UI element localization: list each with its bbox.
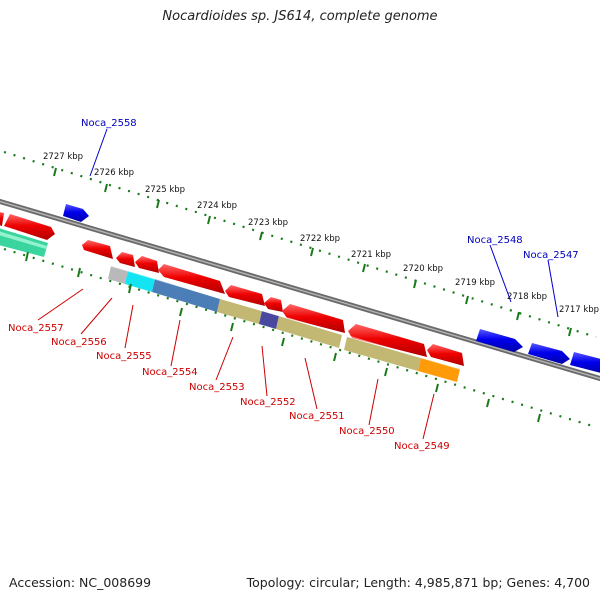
accession-text: Accession: NC_008699 bbox=[9, 575, 152, 590]
gene-noca-2556-arrow[interactable] bbox=[82, 240, 113, 259]
gene-noca-2552-arrow[interactable] bbox=[225, 285, 265, 306]
inner-ruler-ticks bbox=[25, 251, 541, 423]
leader-noca-2551 bbox=[304, 357, 318, 410]
feature-bar-edge bbox=[110, 265, 461, 370]
ruler-label-2726: 2726 kbp bbox=[94, 168, 134, 178]
label-noca-2553[interactable]: Noca_2553 bbox=[189, 382, 245, 393]
steelblue-feature-bar[interactable] bbox=[152, 279, 220, 312]
gene-noca-2551-arrow[interactable] bbox=[264, 297, 283, 312]
grey-feature-bar[interactable] bbox=[108, 266, 128, 284]
cyan-feature-bar[interactable] bbox=[125, 271, 155, 292]
green-feature-highlight bbox=[0, 231, 47, 249]
genome-summary-text: Topology: circular; Length: 4,985,871 bp… bbox=[246, 575, 590, 590]
map-title: Nocardioides sp. JS614, complete genome bbox=[162, 9, 438, 24]
label-noca-2551[interactable]: Noca_2551 bbox=[289, 411, 345, 422]
label-noca-2547[interactable]: Noca_2547 bbox=[523, 250, 579, 261]
leader-noca-2556 bbox=[80, 297, 113, 335]
gene-noca-2558-arrow[interactable] bbox=[63, 204, 89, 222]
gene-noca-2553-arrow[interactable] bbox=[158, 264, 225, 294]
ruler-label-2724: 2724 kbp bbox=[197, 201, 237, 211]
gene-noca-2555-arrow[interactable] bbox=[116, 252, 135, 267]
leader-noca-2549 bbox=[422, 393, 435, 440]
label-noca-2555[interactable]: Noca_2555 bbox=[96, 351, 152, 362]
label-noca-2548[interactable]: Noca_2548 bbox=[467, 235, 523, 246]
gene-extra-red-arrow[interactable] bbox=[427, 344, 464, 366]
leader-noca-2554 bbox=[170, 319, 181, 367]
leader-noca-2557 bbox=[37, 288, 84, 321]
outer-ruler-line bbox=[3, 150, 597, 339]
gene-noca-2548-arrow[interactable] bbox=[476, 329, 523, 352]
label-noca-2550[interactable]: Noca_2550 bbox=[339, 426, 395, 437]
label-noca-2558[interactable]: Noca_2558 bbox=[81, 118, 137, 129]
leader-noca-2550 bbox=[368, 378, 379, 426]
gene-edge-red-left-arrow[interactable] bbox=[0, 211, 4, 226]
gene-noca-2550-arrow[interactable] bbox=[282, 304, 345, 333]
leader-noca-2553 bbox=[215, 336, 234, 381]
leader-noca-2558 bbox=[89, 128, 108, 177]
label-noca-2557[interactable]: Noca_2557 bbox=[8, 323, 64, 334]
ruler-label-2722: 2722 kbp bbox=[300, 234, 340, 244]
orange-feature-bar[interactable] bbox=[418, 358, 460, 382]
label-noca-2549[interactable]: Noca_2549 bbox=[394, 441, 450, 452]
ruler-label-2719: 2719 kbp bbox=[455, 278, 495, 288]
leader-noca-2552 bbox=[261, 345, 268, 397]
gene-edge-blue-arrow[interactable] bbox=[570, 352, 600, 374]
backbone-highlight bbox=[0, 200, 600, 380]
gene-noca-2547-arrow[interactable] bbox=[528, 343, 570, 364]
navy-feature-bar[interactable] bbox=[259, 311, 279, 329]
leader-noca-2555 bbox=[124, 304, 134, 349]
khaki-feature-bar-a[interactable] bbox=[217, 299, 262, 324]
khaki-feature-bar-c[interactable] bbox=[344, 337, 421, 371]
leader-noca-2547 bbox=[547, 259, 559, 318]
ruler-label-2727: 2727 kbp bbox=[43, 152, 83, 162]
label-noca-2556[interactable]: Noca_2556 bbox=[51, 337, 107, 348]
ruler-label-2723: 2723 kbp bbox=[248, 218, 288, 228]
outer-ruler-ticks bbox=[53, 167, 572, 337]
gene-noca-2549-arrow[interactable] bbox=[348, 324, 427, 357]
ruler-label-2720: 2720 kbp bbox=[403, 264, 443, 274]
label-noca-2554[interactable]: Noca_2554 bbox=[142, 367, 198, 378]
ruler-label-2718: 2718 kbp bbox=[507, 292, 547, 302]
ruler-label-2717: 2717 kbp bbox=[559, 305, 599, 315]
leader-noca-2548 bbox=[489, 244, 512, 303]
ruler-label-2721: 2721 kbp bbox=[351, 250, 391, 260]
khaki-feature-bar-b[interactable] bbox=[276, 316, 342, 348]
gene-noca-2557-arrow[interactable] bbox=[4, 214, 55, 240]
gene-noca-2554-arrow[interactable] bbox=[135, 256, 159, 273]
label-noca-2552[interactable]: Noca_2552 bbox=[240, 397, 296, 408]
ruler-label-2725: 2725 kbp bbox=[145, 185, 185, 195]
